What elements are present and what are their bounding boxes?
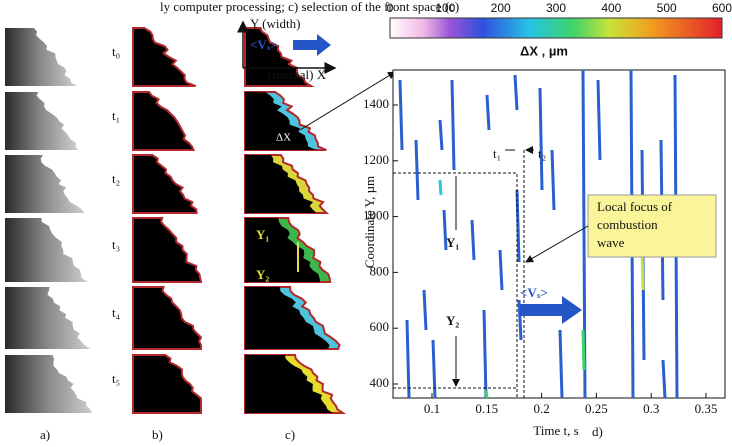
photo (5, 155, 85, 213)
y-tick-label: 1000 (363, 208, 389, 223)
streak (538, 87, 544, 191)
colorbar (389, 17, 723, 39)
front-mask (245, 355, 333, 413)
panel-label: a) (40, 427, 50, 442)
x-tick-label: 0.15 (475, 401, 498, 416)
caption-fragment: ly computer processing; c) selection of … (160, 0, 459, 14)
front-mask (245, 155, 317, 213)
y-axis-label: Coordinate Y, µm (362, 176, 377, 268)
sketch-y-label: Y (width) (250, 16, 300, 31)
photo (5, 92, 79, 150)
streak (482, 309, 488, 399)
front-mask (132, 286, 203, 350)
y-tick-label: 1400 (363, 96, 389, 111)
front-mask (132, 217, 203, 283)
sketch-velocity: <Vₓ> (250, 37, 278, 52)
y-tick-label: 600 (370, 319, 390, 334)
streak (498, 249, 504, 291)
colorbar-label: ΔX , µm (520, 43, 568, 58)
streak (422, 289, 428, 331)
callout-pointer (525, 225, 589, 263)
time-label: t₀ (112, 44, 120, 59)
streak (438, 119, 444, 151)
x-tick-label: 0.2 (533, 401, 549, 416)
callout-line: Local focus of (597, 199, 673, 214)
front-mask (245, 287, 330, 349)
front-mask (245, 218, 321, 282)
streak (431, 339, 437, 399)
streak (517, 299, 523, 341)
streak-hot (484, 389, 489, 399)
velocity-arrow (293, 34, 331, 56)
front-mask (132, 91, 196, 151)
callout-line: combustion (597, 217, 658, 232)
y2-label: Y₂ (446, 313, 459, 328)
panel-label: b) (152, 427, 163, 442)
c-y2-label: Y₂ (256, 267, 269, 282)
plot-velocity-arrow (520, 296, 582, 324)
colorbar-tick-label: 600 (712, 1, 732, 15)
photo (5, 28, 77, 86)
photo (5, 287, 91, 349)
streak (470, 219, 476, 261)
callout-box (587, 194, 717, 258)
x-axis-label: Time t, s (533, 423, 578, 438)
streak (661, 359, 667, 399)
pointer-line (299, 71, 396, 131)
t2-label: t₂ (538, 146, 546, 161)
x-tick-label: 0.35 (695, 401, 718, 416)
x-tick-label: 0.1 (424, 401, 440, 416)
colorbar-tick-label: 400 (601, 1, 621, 15)
streak (414, 139, 420, 201)
colorbar-tick-label: 300 (546, 1, 566, 15)
front-mask (245, 92, 317, 150)
time-label: t₁ (112, 108, 120, 123)
y-tick-label: 1200 (363, 152, 389, 167)
time-label: t₄ (112, 305, 121, 320)
streak (558, 329, 564, 399)
front-mask (132, 354, 202, 414)
streak (405, 319, 411, 399)
panel-label: c) (285, 427, 295, 442)
callout-line: wave (597, 235, 625, 250)
plot-velocity: <Vₓ> (520, 285, 548, 300)
streak (442, 209, 448, 251)
streak-hot (581, 329, 586, 371)
colorbar-tick-label: 100 (435, 1, 455, 15)
x-tick-label: 0.25 (585, 401, 608, 416)
front-mask (244, 27, 315, 87)
colorbar-tick-label: 200 (491, 1, 511, 15)
t1-label: t₁ (493, 146, 501, 161)
streak (550, 149, 556, 211)
colorbar-ticks: 0 100 200 300 400 500 600 (387, 1, 732, 15)
y1-label: Y₁ (446, 235, 459, 250)
front-mask (132, 27, 197, 87)
photo (5, 218, 89, 282)
streak (513, 74, 519, 111)
streak (485, 94, 491, 131)
photo (5, 355, 93, 413)
streak (596, 79, 602, 161)
streak-hot (438, 179, 443, 196)
streak (450, 79, 456, 171)
sketch-x-label: (normal) X (268, 67, 327, 82)
time-label: t₅ (112, 371, 120, 386)
time-label: t₃ (112, 237, 120, 252)
image-panels: t₀ t₁ t₂ t₃ t₄ t₅ (5, 27, 347, 414)
delta-label: ΔX (276, 132, 291, 144)
panel-label: d) (592, 424, 603, 439)
front-mask (132, 154, 198, 214)
plot: 400 600 800 1000 1200 1400 0.1 0.15 0.2 0.25 0.3 0.… (363, 69, 718, 416)
x-tick-label: 0.3 (643, 401, 659, 416)
streak (398, 79, 404, 151)
colorbar-tick-label: 0 (387, 1, 394, 15)
y-tick-label: 800 (370, 263, 390, 278)
time-label: t₂ (112, 171, 120, 186)
colorbar-tick-label: 500 (657, 1, 677, 15)
c-y1-label: Y₁ (256, 227, 269, 242)
y-tick-label: 400 (370, 375, 390, 390)
